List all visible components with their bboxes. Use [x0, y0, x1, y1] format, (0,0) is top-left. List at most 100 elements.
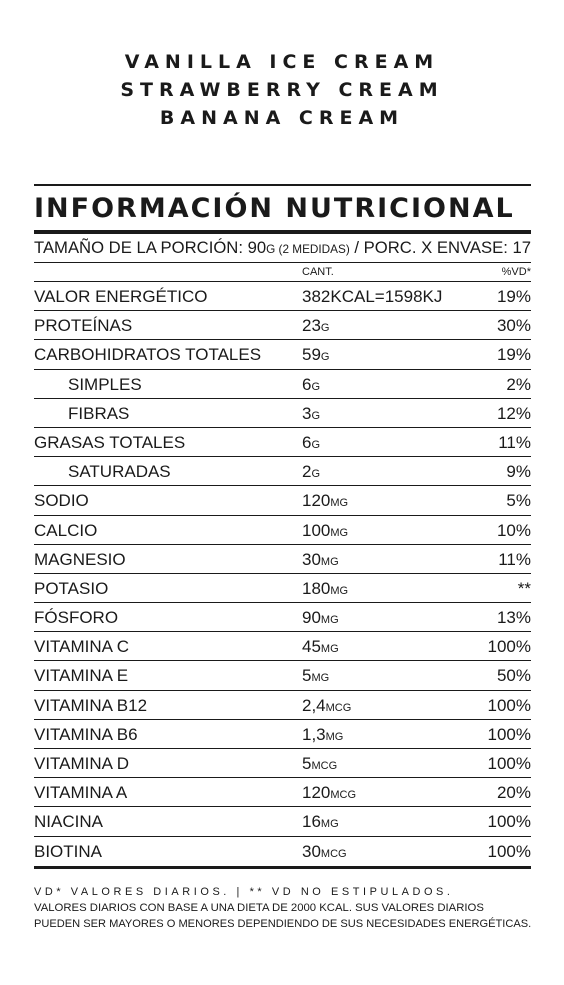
panel-title: INFORMACIÓN NUTRICIONAL	[34, 193, 515, 224]
amount-value: 30	[302, 841, 321, 861]
amount-value: 23	[302, 316, 321, 336]
amount-value: 180	[302, 578, 331, 598]
amount-value: 1,3	[302, 724, 326, 744]
nutrient-name: VALOR ENERGÉTICO	[34, 287, 208, 306]
nutrient-name: SODIO	[34, 491, 89, 511]
amount-value: 120	[302, 491, 331, 511]
footnote: VD* VALORES DIARIOS. | ** VD NO ESTIPULA…	[34, 884, 534, 932]
amount-unit: G	[320, 351, 330, 364]
nutrient-name: VITAMINA B12	[34, 695, 148, 715]
nutrient-name: VITAMINA E	[34, 666, 129, 686]
nutrient-name: VITAMINA C	[34, 637, 130, 657]
table-row: MAGNESIO 30MG 11%	[34, 545, 531, 574]
amount-value: 5	[302, 666, 312, 686]
divider	[34, 281, 531, 282]
table-row: VITAMINA C 45MG 100%	[34, 632, 531, 662]
divider	[34, 865, 531, 869]
table-row: PROTEÍNAS 23G 30%	[34, 311, 531, 341]
nutrient-dv: **	[517, 578, 531, 598]
serving-prefix: TAMAÑO DE LA PORCIÓN: 90	[34, 238, 267, 257]
amount-value: 6	[302, 432, 312, 452]
nutrient-dv: 20%	[496, 783, 531, 803]
amount-unit: MG	[325, 730, 344, 743]
nutrient-amount: 5MCG	[302, 749, 462, 777]
nutrient-amount: 30MCG	[302, 837, 462, 866]
nutrient-dv: 5%	[506, 491, 531, 511]
amount-unit: G	[311, 409, 321, 422]
table-row: VALOR ENERGÉTICO 382KCAL=1598KJ 19%	[34, 282, 531, 312]
amount-value: 3	[302, 403, 312, 423]
nutrient-amount: 382KCAL=1598KJ	[302, 282, 462, 310]
nutrition-panel: INFORMACIÓN NUTRICIONAL TAMAÑO DE LA POR…	[34, 184, 531, 869]
table-row: VITAMINA D 5MCG 100%	[34, 749, 531, 779]
nutrient-name: FIBRAS	[68, 403, 130, 423]
nutrient-dv: 12%	[496, 403, 531, 423]
nutrient-dv: 13%	[496, 608, 531, 628]
serving-size: TAMAÑO DE LA PORCIÓN: 90G (2 MEDIDAS) / …	[34, 234, 531, 262]
amount-value: 30	[302, 549, 321, 569]
divider	[34, 184, 531, 186]
nutrient-name: CALCIO	[34, 520, 98, 540]
amount-unit: MG	[330, 584, 349, 597]
nutrient-name: NIACINA	[34, 812, 103, 832]
nutrient-name: FÓSFORO	[34, 608, 119, 628]
divider	[34, 262, 531, 263]
nutrient-dv: 2%	[506, 374, 531, 394]
amount-unit: G	[311, 468, 321, 481]
table-row: VITAMINA A 120MCG 20%	[34, 778, 531, 808]
nutrient-name: GRASAS TOTALES	[34, 432, 186, 452]
nutrient-dv: 9%	[506, 462, 531, 482]
column-headers: CANT. %VD*	[34, 263, 531, 281]
nutrient-amount: 100MG	[302, 516, 462, 544]
nutrient-amount: 120MG	[302, 486, 462, 514]
nutrient-dv: 100%	[487, 724, 531, 744]
amount-unit: MCG	[330, 789, 357, 802]
table-row: VITAMINA B6 1,3MG 100%	[34, 720, 531, 749]
nutrient-dv: 100%	[487, 754, 531, 773]
serving-suffix: / PORC. X ENVASE: 17	[349, 238, 531, 257]
table-row: VITAMINA E 5MG 50%	[34, 661, 531, 691]
nutrient-name: VITAMINA D	[34, 754, 130, 773]
nutrient-amount: 30MG	[302, 545, 462, 573]
nutrient-name: CARBOHIDRATOS TOTALES	[34, 345, 262, 365]
table-row: FIBRAS 3G 12%	[34, 399, 531, 428]
nutrient-amount: 59G	[302, 340, 462, 368]
serving-unit: G (2 MEDIDAS)	[266, 242, 350, 256]
nutrient-amount: 3G	[302, 399, 462, 427]
amount-value: 16	[302, 812, 321, 832]
table-row: SIMPLES 6G 2%	[34, 370, 531, 399]
amount-unit: MG	[311, 672, 330, 685]
divider	[34, 230, 531, 234]
table-row: POTASIO 180MG **	[34, 574, 531, 604]
nutrient-amount: 16MG	[302, 807, 462, 835]
amount-unit: MG	[320, 555, 339, 568]
nutrient-amount: 180MG	[302, 574, 462, 602]
nutrient-name: SIMPLES	[68, 374, 142, 394]
amount-unit: MG	[330, 497, 349, 510]
nutrient-dv: 30%	[496, 316, 531, 336]
nutrient-name: PROTEÍNAS	[34, 316, 133, 336]
nutrient-dv: 100%	[487, 841, 531, 861]
amount-value: 90	[302, 608, 321, 628]
footnote-variation: PUEDEN SER MAYORES O MENORES DEPENDIENDO…	[34, 918, 532, 930]
amount-unit: G	[311, 380, 321, 393]
table-row: CALCIO 100MG 10%	[34, 516, 531, 545]
nutrient-dv: 19%	[496, 287, 531, 306]
nutrient-dv: 11%	[498, 549, 531, 569]
nutrient-amount: 2,4MCG	[302, 691, 462, 719]
nutrient-dv: 50%	[496, 666, 531, 686]
amount-value: 382KCAL=1598KJ	[302, 287, 443, 306]
nutrient-name: VITAMINA A	[34, 783, 128, 803]
amount-value: 2	[302, 462, 312, 482]
nutrient-dv: 11%	[498, 432, 531, 452]
nutrient-table: VALOR ENERGÉTICO 382KCAL=1598KJ 19% PROTEÍN…	[34, 282, 531, 866]
nutrient-name: POTASIO	[34, 578, 109, 598]
nutrient-dv: 100%	[487, 637, 531, 657]
table-row: SATURADAS 2G 9%	[34, 457, 531, 487]
flavor-vanilla: VANILLA ICE CREAM	[124, 51, 440, 73]
amount-value: 45	[302, 637, 321, 657]
footnote-legend: VD* VALORES DIARIOS. | ** VD NO ESTIPULA…	[34, 886, 454, 898]
table-row: BIOTINA 30MCG 100%	[34, 837, 531, 866]
amount-unit: G	[311, 438, 321, 451]
column-amount: CANT.	[302, 266, 334, 278]
